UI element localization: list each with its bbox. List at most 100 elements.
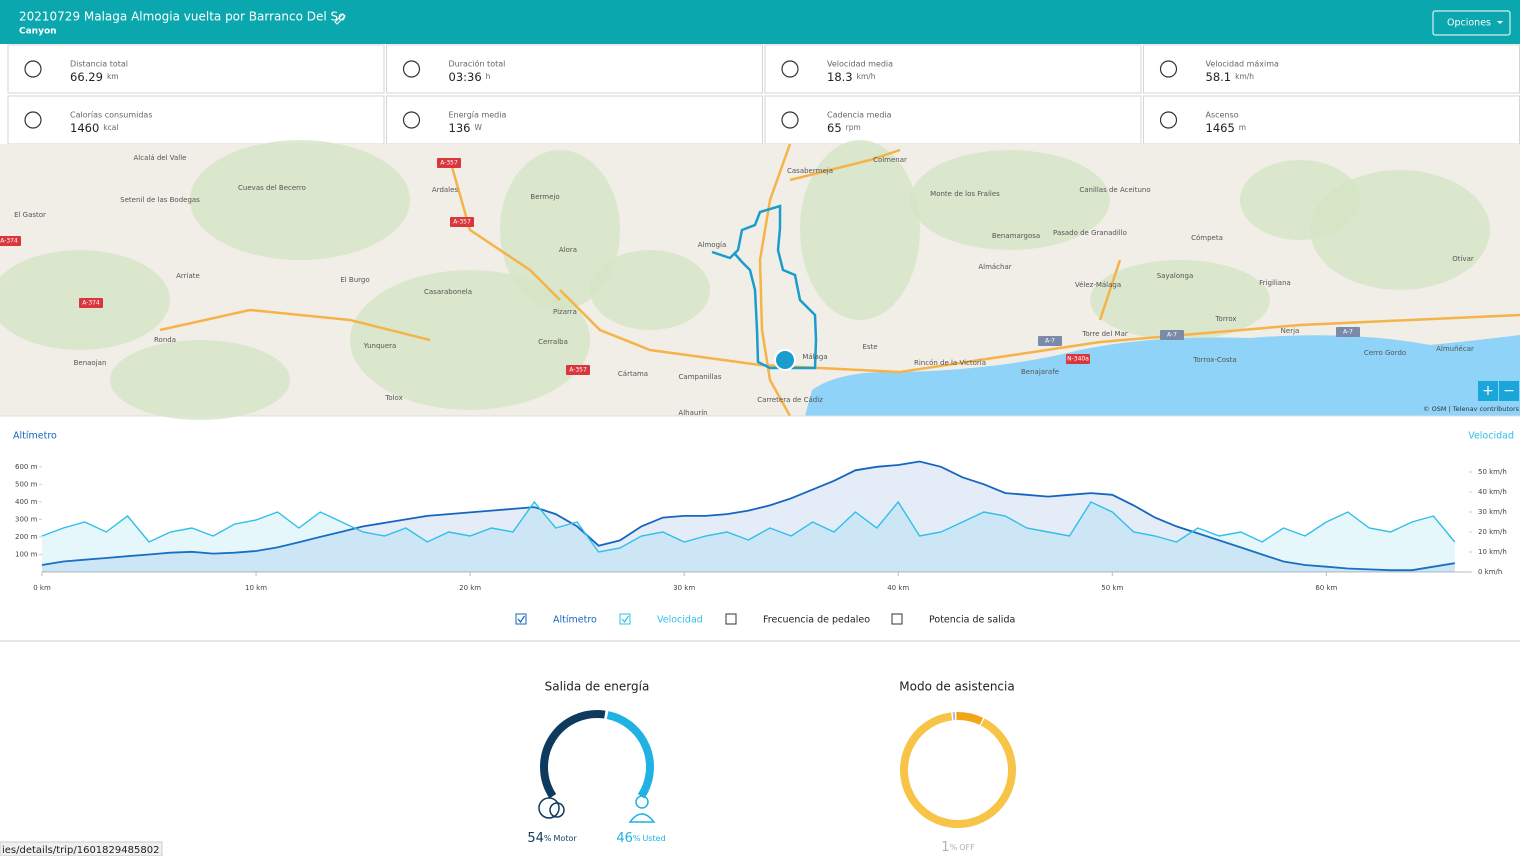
road-label: A-7 bbox=[1167, 332, 1177, 339]
road-shield bbox=[1038, 336, 1062, 346]
road bbox=[758, 143, 792, 417]
y2-tick-label: 30 km/h bbox=[1478, 508, 1507, 516]
stat-number: 1460 bbox=[70, 121, 99, 135]
place-label: Alora bbox=[559, 246, 577, 254]
energy-segment bbox=[540, 710, 606, 799]
x-tick-label: 20 km bbox=[459, 584, 481, 592]
zoom-out-button[interactable] bbox=[1499, 381, 1519, 401]
legend-checkbox[interactable] bbox=[515, 613, 527, 625]
place-label: Alcalá del Valle bbox=[134, 154, 187, 162]
energy-title: Salida de energía bbox=[545, 680, 650, 694]
place-label: Benamargosa bbox=[992, 232, 1040, 240]
road-shield bbox=[1160, 330, 1184, 340]
stat-icon bbox=[24, 111, 42, 129]
x-tick-label: 10 km bbox=[245, 584, 267, 592]
road-label: A-7 bbox=[1045, 338, 1055, 345]
place-label: Cuevas del Becerro bbox=[238, 184, 306, 192]
stat-icon bbox=[1159, 111, 1178, 129]
legend-label[interactable]: Altímetro bbox=[553, 615, 597, 626]
forest-area bbox=[350, 270, 590, 410]
legend-checkbox[interactable] bbox=[891, 613, 903, 625]
map-attribution: © OSM | Telenav contributors bbox=[1423, 405, 1520, 413]
road-shield bbox=[1066, 354, 1090, 364]
place-label: Benajarafe bbox=[1021, 368, 1059, 376]
place-label: Benaojan bbox=[74, 359, 107, 367]
y-tick-label: 300 m bbox=[15, 515, 38, 523]
assist-segment bbox=[900, 712, 1016, 828]
assist-label: 1% OFF bbox=[941, 840, 975, 855]
trip-marker bbox=[774, 349, 796, 371]
stat-value: 66.29 km bbox=[70, 70, 119, 84]
legend-label[interactable]: Velocidad bbox=[657, 615, 703, 626]
y-tick-label: 200 m bbox=[15, 533, 38, 541]
trip-title: 20210729 Malaga Almogia vuelta por Barra… bbox=[19, 10, 345, 24]
legend-label[interactable]: Frecuencia de pedaleo bbox=[763, 615, 870, 626]
stat-label: Calorías consumidas bbox=[70, 111, 153, 120]
stat-card bbox=[7, 44, 385, 94]
road-shield bbox=[566, 365, 590, 375]
options-label[interactable]: Opciones bbox=[1447, 18, 1491, 29]
road-label: A-374 bbox=[0, 238, 18, 245]
place-label: Málaga bbox=[802, 353, 827, 361]
road bbox=[789, 148, 901, 182]
place-label: Almáchar bbox=[978, 263, 1011, 271]
y2-axis-title: Velocidad bbox=[1468, 431, 1514, 442]
place-label: Rincón de la Victoria bbox=[914, 359, 986, 367]
stat-card bbox=[386, 95, 763, 145]
series-line bbox=[41, 460, 1455, 572]
road-label: A-7 bbox=[1343, 329, 1353, 336]
road-shield bbox=[450, 217, 474, 227]
place-label: Bermejo bbox=[530, 193, 559, 201]
percent-unit: % bbox=[544, 834, 552, 843]
series-line bbox=[41, 500, 1456, 553]
road-label: A-357 bbox=[569, 367, 587, 374]
place-label: Pizarra bbox=[553, 308, 577, 316]
stat-number: 03:36 bbox=[449, 70, 482, 84]
place-label: Monte de los Frailes bbox=[930, 190, 1000, 198]
energy-label: 46% Usted bbox=[616, 831, 665, 846]
road-shield bbox=[1336, 327, 1360, 337]
road-label: N-340a bbox=[1067, 356, 1089, 363]
y2-tick-label: 40 km/h bbox=[1478, 488, 1507, 496]
forest-area bbox=[190, 140, 410, 260]
stat-unit: kcal bbox=[103, 123, 118, 132]
y2-tick-label: 20 km/h bbox=[1478, 528, 1507, 536]
stat-value: 1465 m bbox=[1206, 121, 1247, 135]
legend-checkbox[interactable] bbox=[619, 613, 631, 625]
road bbox=[559, 289, 1520, 374]
stat-icon bbox=[402, 111, 421, 129]
place-label: Setenil de las Bodegas bbox=[120, 196, 200, 204]
stat-card bbox=[7, 95, 385, 145]
zoom-in-label: + bbox=[1482, 383, 1494, 399]
place-label: Cerro Gordo bbox=[1364, 349, 1406, 357]
place-label: Casarabonela bbox=[424, 288, 472, 296]
legend-label[interactable]: Potencia de salida bbox=[929, 615, 1015, 626]
place-label: Torrox-Costa bbox=[1192, 356, 1236, 364]
legend-checkbox[interactable] bbox=[725, 613, 737, 625]
assist-title: Modo de asistencia bbox=[899, 680, 1014, 694]
place-label: Casabermeja bbox=[787, 167, 833, 175]
percent-value: 46 bbox=[616, 831, 633, 846]
place-label: Torrox bbox=[1214, 315, 1236, 323]
stat-label: Ascenso bbox=[1206, 111, 1239, 120]
place-label: Pasado de Granadillo bbox=[1053, 229, 1127, 237]
stat-label: Velocidad máxima bbox=[1206, 60, 1280, 69]
y2-tick-label: 10 km/h bbox=[1478, 548, 1507, 556]
zoom-in-button[interactable] bbox=[1478, 381, 1498, 401]
percent-unit: % bbox=[633, 834, 641, 843]
stat-icon bbox=[781, 60, 799, 78]
percent-unit: % bbox=[950, 843, 958, 852]
place-label: Yunquera bbox=[363, 342, 397, 350]
place-label: Torre del Mar bbox=[1081, 330, 1128, 338]
motor-icon bbox=[538, 797, 565, 819]
options-button[interactable] bbox=[1432, 10, 1511, 36]
edit-icon[interactable] bbox=[334, 13, 346, 25]
bike-name: Canyon bbox=[19, 27, 57, 37]
place-label: Ronda bbox=[154, 336, 176, 344]
road bbox=[159, 308, 431, 342]
stat-unit: km bbox=[107, 72, 119, 81]
stat-card bbox=[1143, 95, 1520, 145]
check-mark bbox=[621, 615, 629, 624]
place-label: Ardales bbox=[432, 186, 459, 194]
place-label: Carretera de Cádiz bbox=[757, 396, 823, 404]
